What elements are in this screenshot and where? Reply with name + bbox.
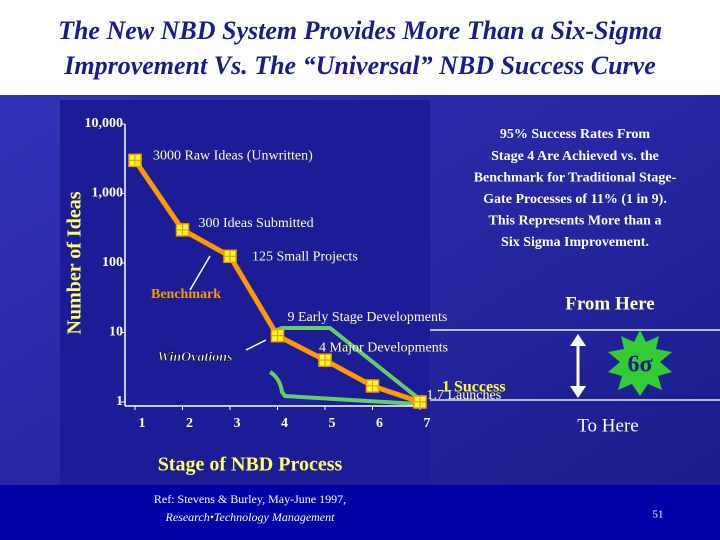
- x-tick-label: 1: [139, 416, 146, 431]
- y-tick-label: 100: [102, 255, 123, 270]
- y-tick-label: 10,000: [85, 116, 124, 131]
- x-tick-label: 2: [186, 416, 193, 431]
- value-label: 300 Ideas Submitted: [199, 216, 314, 231]
- winovations-curve: [268, 370, 419, 406]
- marker: [128, 153, 142, 168]
- x-tick-label: 6: [376, 416, 383, 431]
- value-label: 1.7 Launches: [427, 388, 502, 403]
- marker-cross: [129, 154, 141, 167]
- callout-arrow: [245, 339, 267, 351]
- marker: [413, 395, 427, 409]
- note-line: Six Sigma Improvement.: [501, 235, 649, 250]
- x-axis-label: Stage of NBD Process: [158, 454, 343, 476]
- marker-cross: [414, 396, 426, 408]
- callout-arrow: [189, 255, 211, 291]
- note-line: Stage 4 Are Achieved vs. the: [491, 149, 659, 164]
- marker-cross: [224, 250, 236, 263]
- y-axis-label: Number of Ideas: [64, 191, 86, 334]
- reference: Ref: Stevens & Burley, May-June 1997,: [154, 492, 346, 506]
- title: The New NBD System Provides More Than a …: [58, 16, 662, 45]
- marker: [175, 223, 190, 237]
- marker-cross: [366, 379, 379, 392]
- x-tick-label: 3: [234, 416, 241, 431]
- x-tick-label: 4: [281, 416, 288, 431]
- value-label: 1 Success: [442, 379, 506, 396]
- marker-cross: [319, 354, 331, 367]
- reference-journal: Research•Technology Management: [165, 510, 336, 524]
- to-label: To Here: [577, 415, 638, 436]
- from-label: From Here: [565, 293, 655, 314]
- value-label: 9 Early Stage Developments: [288, 310, 448, 325]
- legend-entry: Benchmark: [151, 287, 221, 302]
- value-label: 3000 Raw Ideas (Unwritten): [153, 149, 313, 164]
- x-tick-label: 7: [424, 416, 431, 431]
- y-tick-label: 1,000: [92, 186, 124, 201]
- marker: [365, 379, 380, 393]
- double-arrow: [570, 334, 586, 398]
- marker: [318, 353, 332, 367]
- note-line: Benchmark for Traditional Stage-: [474, 170, 677, 185]
- annotation: WinOvations: [158, 350, 233, 365]
- chart-panel: [60, 100, 430, 485]
- marker: [223, 249, 237, 264]
- value-label: 4 Major Developments: [319, 340, 448, 355]
- title-area: [0, 0, 720, 95]
- title: Improvement Vs. The “Universal” NBD Succ…: [63, 51, 656, 80]
- sigma-star: [608, 330, 672, 396]
- footer: [0, 485, 720, 540]
- y-tick-label: 10: [109, 325, 123, 340]
- y-tick-label: 1: [116, 394, 123, 409]
- note-line: Gate Processes of 11% (1 in 9).: [483, 192, 667, 207]
- marker: [270, 328, 285, 343]
- marker-cross: [176, 223, 189, 236]
- x-tick-label: 5: [329, 416, 336, 431]
- note-line: This Represents More than a: [489, 214, 662, 229]
- sigma-label: 6σ: [627, 352, 652, 378]
- note-line: 95% Success Rates From: [500, 127, 651, 142]
- value-label: 125 Small Projects: [252, 249, 358, 264]
- page-number: 51: [653, 509, 664, 521]
- marker-cross: [271, 329, 284, 342]
